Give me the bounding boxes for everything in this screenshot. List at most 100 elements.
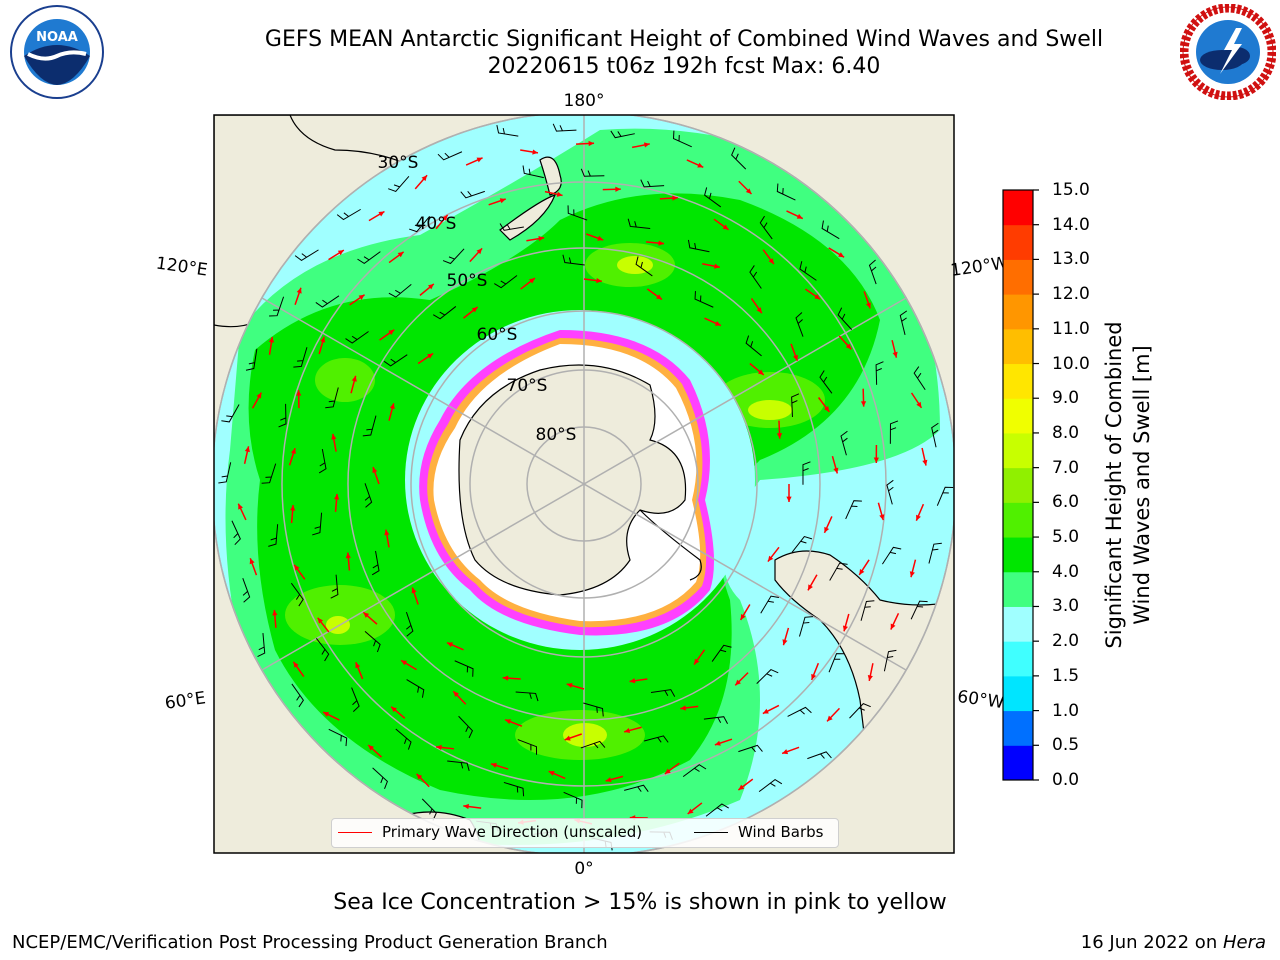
wave-arrowhead [378, 211, 385, 217]
wind-barb [687, 239, 710, 253]
legend-swatch-red [338, 831, 372, 833]
wave-arrowhead [436, 744, 442, 751]
wind-barb [840, 430, 848, 456]
colorbar-label: Significant Height of Combined Wind Wave… [1100, 321, 1156, 648]
wave-arrowhead [796, 213, 803, 219]
wind-barb [499, 223, 524, 231]
wind-barb [328, 728, 348, 747]
footer-host: Hera [1222, 932, 1266, 953]
colorbar-swatch [1003, 745, 1033, 781]
wave-arrowhead [823, 406, 830, 412]
colorbar-tick-label: 0.5 [1052, 735, 1080, 756]
colorbar-tick-label: 14.0 [1052, 214, 1090, 235]
wave-arrowhead [845, 343, 852, 350]
wave-arrowhead [566, 683, 573, 689]
wave-arrowhead [867, 675, 873, 681]
legend-swatch-black [694, 831, 728, 833]
wave-arrowhead [588, 140, 595, 147]
wind-barb [522, 165, 544, 179]
wind-barb [364, 483, 373, 508]
wind-barb [868, 259, 877, 285]
wave-arrowhead [597, 235, 604, 241]
wave-arrowhead [411, 587, 417, 594]
wind-barb [278, 403, 287, 428]
wave-direction-arrows [237, 140, 928, 825]
colorbar-tick-label: 1.5 [1052, 665, 1080, 686]
wave-arrowhead [786, 496, 792, 502]
lon-label-60w: 60°W [956, 687, 1005, 713]
wind-barb [610, 130, 635, 139]
wind-barb [421, 798, 437, 821]
wind-barb [703, 716, 728, 724]
wind-barb [268, 524, 279, 547]
wave-arrowhead [605, 777, 612, 783]
wind-barb [409, 216, 431, 233]
wave-arrowhead [656, 294, 662, 300]
colorbar-tick-label: 9.0 [1052, 388, 1080, 409]
wave-arrowhead [842, 625, 848, 632]
wave-arrowhead [447, 642, 454, 648]
wind-barb [442, 248, 465, 265]
wind-barb [372, 767, 388, 790]
lat-label-60s: 60°S [477, 325, 518, 345]
wind-barb [798, 616, 814, 637]
wind-barb [635, 256, 653, 277]
wind-barb [738, 744, 763, 753]
wind-barb [580, 740, 606, 749]
wind-barb [704, 187, 722, 208]
colorbar-tick-label: 12.0 [1052, 284, 1090, 305]
wind-barb [437, 151, 463, 161]
colorbar-tick-label: 0.0 [1052, 770, 1080, 790]
wind-barb [454, 660, 474, 677]
wind-barb [756, 668, 779, 685]
wave-arrowhead [320, 336, 326, 343]
wind-barb [886, 479, 894, 505]
wind-barb [405, 611, 414, 637]
wind-barb [567, 205, 588, 221]
colorbar-swatch [1003, 641, 1033, 677]
wave-arrowhead [767, 555, 774, 562]
wave-arrowhead [756, 307, 762, 314]
noaa-logo: NOAA [10, 5, 104, 99]
wind-barb [432, 306, 457, 320]
wind-barb [562, 254, 585, 266]
colorbar-tick-label: 15.0 [1052, 180, 1090, 200]
wave-arrowhead [738, 784, 745, 791]
wind-barb [931, 422, 939, 448]
wave-arrowhead [529, 278, 535, 284]
wind-barb [330, 574, 339, 599]
lon-label-60e: 60°E [164, 688, 207, 713]
wave-arrowhead [397, 251, 404, 258]
wave-arrowhead [873, 457, 879, 463]
wave-arrowhead [827, 715, 833, 722]
legend-item-wind-barbs: Wind Barbs [694, 823, 823, 841]
wave-arrowhead [916, 514, 921, 521]
wave-arrowhead [782, 639, 788, 646]
colorbar-swatch [1003, 675, 1033, 712]
wind-barb [261, 463, 277, 484]
wave-arrowhead [740, 613, 746, 620]
wave-arrowhead [538, 236, 545, 242]
colorbar-tick-label: 10.0 [1052, 353, 1090, 374]
colorbar-tick-label: 13.0 [1052, 249, 1090, 270]
wind-barb [899, 310, 908, 336]
colorbar-tick-label: 8.0 [1052, 422, 1080, 443]
wave-arrowhead [363, 612, 370, 618]
wind-barb [336, 208, 361, 221]
wave-arrowhead [505, 719, 512, 725]
colorbar-tick-label: 11.0 [1052, 318, 1090, 339]
wind-barb [371, 550, 380, 576]
wave-arrowhead [596, 277, 602, 284]
wave-arrowhead [687, 808, 694, 814]
lat-label-30s: 30°S [378, 153, 419, 173]
wave-arrowhead [268, 336, 275, 343]
wind-barb [849, 703, 871, 719]
wave-arrowhead [272, 609, 278, 616]
wind-barb [745, 335, 762, 357]
wind-barb [791, 393, 800, 418]
wind-barb [325, 387, 339, 409]
colorbar-tick-label: 2.0 [1052, 631, 1080, 652]
lon-label-0: 0° [574, 859, 593, 879]
wave-arrowhead [714, 320, 721, 326]
wave-arrowhead [416, 773, 423, 780]
